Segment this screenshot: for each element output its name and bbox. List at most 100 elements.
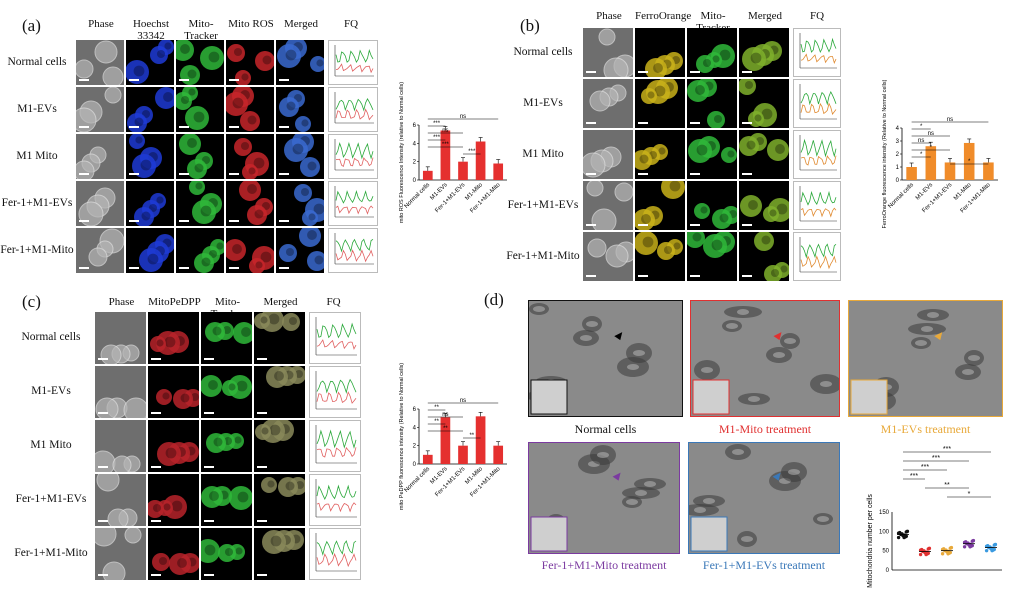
- micrograph-cell: [148, 312, 199, 364]
- column-header: Merged: [283, 18, 318, 30]
- micrograph-cell: [635, 79, 685, 128]
- scale-bar: [742, 275, 752, 277]
- micrograph-cell: [126, 228, 174, 273]
- row-label: M1-EVs: [31, 385, 71, 397]
- bar: [422, 454, 433, 464]
- fq-plot: [309, 366, 361, 418]
- data-point: [990, 548, 994, 553]
- micrograph-cell: [583, 181, 633, 230]
- column-header: Phase: [108, 296, 135, 308]
- micrograph-cell: [126, 40, 174, 85]
- micrograph-cell: [739, 232, 789, 281]
- scale-bar: [98, 574, 108, 576]
- x-tick-label: M1-EVs: [915, 182, 934, 201]
- micrograph-cell: [226, 181, 274, 226]
- scale-bar: [257, 520, 267, 522]
- y-tick-label: 4: [896, 126, 900, 132]
- sig-label: *: [930, 145, 933, 151]
- x-tick-label: Normal cells: [887, 182, 915, 210]
- micrograph-cell: [254, 474, 305, 526]
- micrograph-cell: [687, 28, 737, 77]
- y-axis-label: FerroOrange fluorescence intensity (Rela…: [882, 80, 888, 228]
- scale-bar: [79, 220, 89, 222]
- bar: [458, 161, 468, 180]
- data-point: [924, 552, 928, 557]
- scale-bar: [179, 220, 189, 222]
- scale-bar: [129, 126, 139, 128]
- scale-bar: [690, 224, 700, 226]
- scale-bar: [690, 122, 700, 124]
- sig-label: ns: [460, 398, 466, 404]
- data-point: [992, 543, 996, 547]
- x-tick-label: Normal cells: [404, 182, 432, 210]
- data-point: [940, 552, 945, 556]
- column-header: Merged: [263, 296, 298, 308]
- scale-bar: [98, 466, 108, 468]
- x-tick-label: Normal cells: [404, 466, 432, 494]
- scale-bar: [586, 122, 596, 124]
- micrograph-cell: [687, 130, 737, 179]
- panel-d-chart: Mitochondria number per cells 050100150**…: [867, 446, 1002, 588]
- sig-label: ***: [433, 121, 441, 127]
- y-axis-label: mito PeDPP fluorescence intensity (Relat…: [399, 363, 405, 510]
- em-image: [528, 442, 680, 554]
- row-label: M1 Mito: [16, 149, 58, 162]
- y-tick-label: 4: [413, 141, 417, 147]
- micrograph-cell: [126, 87, 174, 132]
- bar: [963, 142, 975, 180]
- micrograph-cell: [226, 228, 274, 273]
- sig-label: **: [434, 405, 439, 411]
- scale-bar: [638, 173, 648, 175]
- column-header: Phase: [88, 18, 114, 30]
- scale-bar: [257, 466, 267, 468]
- scale-bar: [179, 173, 189, 175]
- scale-bar: [229, 173, 239, 175]
- row-label: Fer-1+M1-EVs: [15, 493, 87, 505]
- micrograph-cell: [226, 40, 274, 85]
- scale-bar: [279, 79, 289, 81]
- data-point: [918, 552, 923, 557]
- micrograph-cell: [276, 228, 324, 273]
- scale-bar: [257, 574, 267, 576]
- micrograph-cell: [76, 134, 124, 179]
- scale-bar: [204, 520, 214, 522]
- panel-a-label: (a): [22, 16, 41, 35]
- scale-bar: [279, 126, 289, 128]
- scale-bar: [151, 412, 161, 414]
- em-image: [688, 442, 840, 554]
- sig-label: ***: [468, 149, 476, 155]
- sig-label: ns: [947, 117, 953, 123]
- micrograph-cell: [226, 87, 274, 132]
- bar: [475, 141, 486, 180]
- micrograph-cell: [739, 28, 789, 77]
- y-tick-label: 0: [413, 462, 417, 468]
- scale-bar: [586, 173, 596, 175]
- micrograph-cell: [176, 87, 224, 132]
- bar: [458, 445, 468, 464]
- scale-bar: [257, 358, 267, 360]
- y-tick-label: 50: [882, 549, 889, 555]
- y-tick-label: 0: [896, 178, 900, 184]
- scale-bar: [229, 126, 239, 128]
- sig-label: ***: [943, 446, 951, 453]
- data-point: [968, 545, 972, 549]
- fq-plot: [328, 40, 378, 85]
- row-label: Fer-1+M1-EVs: [507, 198, 579, 211]
- column-header: FerroOrange: [635, 10, 692, 22]
- panel-d-label: (d): [484, 290, 504, 309]
- row-label: Normal cells: [21, 331, 81, 343]
- micrograph-cell: [176, 228, 224, 273]
- column-header: FQ: [326, 296, 341, 308]
- micrograph-cell: [201, 420, 252, 472]
- sig-label: *: [968, 159, 971, 165]
- data-point: [948, 546, 952, 550]
- row-label: M1-EVs: [17, 102, 57, 115]
- sig-label: ***: [442, 142, 450, 148]
- fq-plot: [793, 232, 841, 281]
- micrograph-cell: [254, 366, 305, 418]
- sig-label: **: [944, 482, 950, 489]
- micrograph-cell: [687, 181, 737, 230]
- scale-bar: [179, 267, 189, 269]
- micrograph-cell: [76, 228, 124, 273]
- row-label: Normal cells: [7, 55, 67, 68]
